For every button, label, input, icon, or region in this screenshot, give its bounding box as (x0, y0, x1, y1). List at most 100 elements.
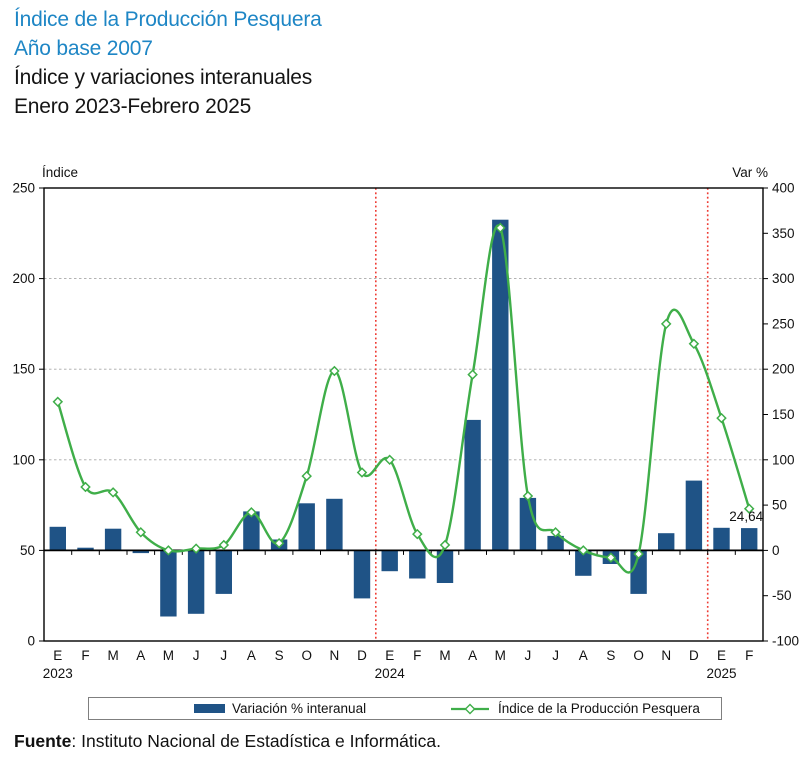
month-label: D (357, 648, 367, 663)
marker-M-14 (439, 539, 451, 551)
month-label: J (525, 648, 532, 663)
right-axis-label: 150 (772, 407, 795, 422)
right-axis-label: 400 (772, 181, 795, 196)
month-label: M (107, 648, 118, 663)
marker-M-4 (163, 545, 174, 556)
month-label: F (745, 648, 753, 663)
right-axis-label: 0 (772, 543, 780, 558)
bar-M-16 (492, 219, 509, 551)
right-axis-label: 300 (772, 271, 795, 286)
month-label: M (163, 648, 174, 663)
subtitle-line-1: Índice y variaciones interanuales (14, 66, 313, 89)
bar-E-24 (713, 527, 730, 551)
bar-D-11 (353, 550, 371, 599)
marker-D-11 (356, 467, 368, 478)
right-axis-label: 50 (772, 498, 787, 513)
bar-A-7 (243, 511, 260, 551)
bar-N-22 (658, 533, 675, 551)
marker-J-17 (522, 490, 534, 502)
month-label: O (301, 648, 312, 663)
legend-item-indice: Índice de la Producción Pesquera (449, 698, 700, 719)
marker-S-8 (273, 537, 285, 549)
title-line-1: Índice de la Producción Pesquera (14, 8, 322, 31)
bar-A-3 (132, 550, 149, 554)
month-label: F (413, 648, 421, 663)
bar-E-12 (381, 550, 398, 572)
month-label: A (579, 648, 588, 663)
legend-line-icon (451, 703, 489, 714)
month-label: F (81, 648, 89, 663)
month-label: E (385, 648, 394, 663)
subtitle-line-2: Enero 2023-Febrero 2025 (14, 95, 252, 118)
source-text: : Instituto Nacional de Estadística e In… (71, 731, 442, 751)
month-label: N (330, 648, 340, 663)
left-axis-label: 50 (20, 543, 35, 558)
last-value-label: 24,64 (729, 509, 763, 524)
left-axis-title: Índice (42, 165, 78, 180)
bar-J-6 (215, 550, 232, 594)
month-label: O (633, 648, 644, 663)
marker-N-10 (329, 365, 340, 377)
marker-M-2 (107, 487, 119, 498)
title-line-2: Año base 2007 (14, 37, 153, 60)
combo-chart: 0 50 100 150 200 250 400 350 300 250 200 150 100 50 0 -… (12, 165, 799, 681)
month-label: A (247, 648, 256, 663)
marker-E-0 (52, 396, 64, 408)
month-label: M (495, 648, 506, 663)
bar-J-18 (547, 535, 564, 551)
marker-O-9 (301, 470, 312, 482)
marker-A-15 (467, 369, 478, 380)
month-label: E (717, 648, 726, 663)
marker-F-13 (412, 528, 423, 540)
bar-F-1 (77, 547, 94, 551)
left-axis-label: 150 (12, 362, 35, 377)
legend: Variación % interanual Índice de la Prod… (88, 697, 722, 720)
right-axis-label: 100 (772, 452, 795, 467)
marker-O-21 (633, 548, 644, 560)
legend-label-indice: Índice de la Producción Pesquera (498, 701, 700, 716)
left-axis-label: 100 (12, 452, 35, 467)
marker-A-7 (246, 507, 257, 518)
marker-J-6 (218, 539, 230, 551)
bar-J-5 (187, 550, 205, 614)
year-label: 2025 (706, 666, 736, 681)
bar-A-15 (464, 419, 481, 551)
marker-S-20 (605, 552, 617, 563)
month-label: J (193, 648, 200, 663)
bar-F-13 (409, 550, 426, 579)
marker-D-23 (688, 338, 700, 350)
index-line (56, 224, 751, 574)
bar-N-10 (326, 498, 343, 551)
chart-header: Índice de la Producción Pesquera Año bas… (14, 5, 322, 121)
right-axis-label: -50 (772, 588, 792, 603)
bar-F-25 (741, 528, 758, 551)
marker-J-18 (550, 527, 561, 538)
right-axis-label: 250 (772, 316, 795, 331)
source-note: Fuente: Instituto Nacional de Estadístic… (14, 731, 441, 752)
month-label: J (552, 648, 559, 663)
bar-M-2 (104, 528, 122, 551)
marker-A-19 (578, 545, 589, 556)
marker-J-5 (190, 543, 202, 554)
month-label: A (136, 648, 145, 663)
left-axis-label: 200 (12, 271, 35, 286)
legend-item-variacion: Variación % interanual (194, 698, 366, 719)
bar-J-17 (519, 497, 537, 551)
legend-bar-swatch (194, 704, 225, 713)
right-axis-label: 350 (772, 226, 795, 241)
legend-label-variacion: Variación % interanual (232, 701, 367, 716)
marker-E-24 (716, 412, 727, 424)
bar-E-0 (49, 526, 66, 551)
marker-F-1 (80, 481, 91, 493)
month-label: M (439, 648, 450, 663)
marker-E-12 (384, 454, 395, 466)
marker-F-25 (743, 503, 755, 514)
bar-A-19 (575, 550, 592, 576)
right-axis-label: 200 (772, 362, 795, 377)
marker-N-22 (660, 318, 672, 330)
month-label: S (606, 648, 615, 663)
bar-D-23 (685, 480, 703, 551)
right-axis-title: Var % (732, 165, 768, 180)
month-label: S (275, 648, 284, 663)
